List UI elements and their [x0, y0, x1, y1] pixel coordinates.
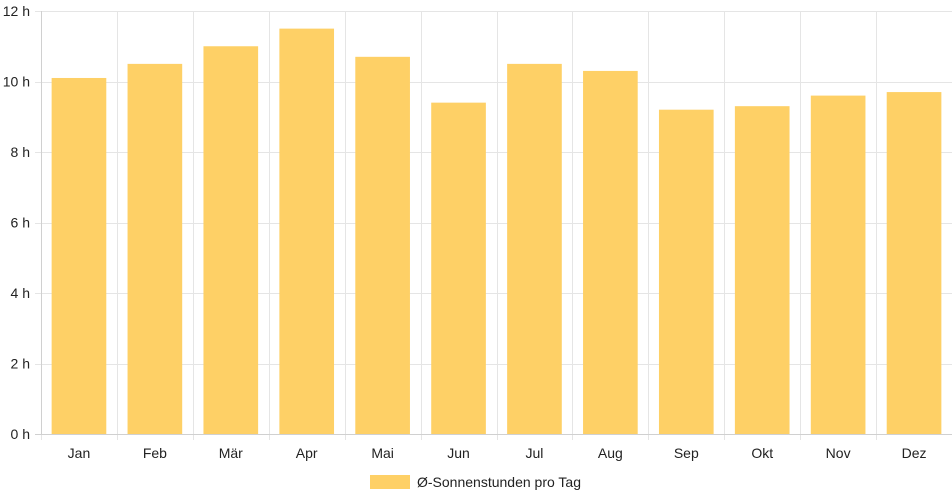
- bar-feb[interactable]: [127, 63, 183, 434]
- y-tick-label: 0 h: [11, 426, 30, 442]
- x-tick-label: Jul: [526, 445, 544, 461]
- bar-jan[interactable]: [51, 77, 107, 434]
- bar-apr[interactable]: [279, 28, 335, 434]
- x-tick-label: Apr: [296, 445, 318, 461]
- y-tick-label: 10 h: [3, 74, 30, 90]
- y-tick-label: 2 h: [11, 356, 30, 372]
- y-tick-label: 4 h: [11, 285, 30, 301]
- bar-nov[interactable]: [810, 95, 866, 434]
- x-tick-label: Mai: [371, 445, 394, 461]
- bar-sep[interactable]: [658, 109, 714, 434]
- bar-aug[interactable]: [583, 70, 638, 435]
- x-axis: Jan Feb Mär Apr Mai Jun Jul Aug Sep Okt Nov Dez: [35, 434, 952, 461]
- y-axis: 0 h 2 h 4 h 6 h 8 h 10 h 12 h: [3, 3, 42, 442]
- bar-okt[interactable]: [734, 106, 790, 435]
- x-tick-label: Dez: [902, 445, 927, 461]
- bar-jul[interactable]: [507, 63, 562, 434]
- bar-jun[interactable]: [431, 102, 486, 435]
- bar-mär[interactable]: [203, 46, 259, 434]
- bars: [51, 28, 942, 435]
- y-tick-label: 8 h: [11, 144, 30, 160]
- x-tick-label: Sep: [674, 445, 699, 461]
- x-tick-label: Jun: [447, 445, 470, 461]
- bar-mai[interactable]: [355, 56, 410, 434]
- y-tick-label: 12 h: [3, 3, 30, 19]
- x-tick-label: Feb: [143, 445, 167, 461]
- legend-swatch[interactable]: [370, 475, 410, 489]
- bar-dez[interactable]: [886, 92, 942, 434]
- x-tick-label: Aug: [598, 445, 623, 461]
- y-tick-label: 6 h: [11, 215, 30, 231]
- legend-label[interactable]: Ø-Sonnenstunden pro Tag: [417, 474, 581, 490]
- grid-lines: [35, 11, 952, 440]
- x-tick-label: Mär: [219, 445, 243, 461]
- x-tick-label: Nov: [826, 445, 851, 461]
- legend[interactable]: Ø-Sonnenstunden pro Tag: [370, 474, 581, 490]
- x-tick-label: Jan: [68, 445, 91, 461]
- x-tick-label: Okt: [751, 445, 773, 461]
